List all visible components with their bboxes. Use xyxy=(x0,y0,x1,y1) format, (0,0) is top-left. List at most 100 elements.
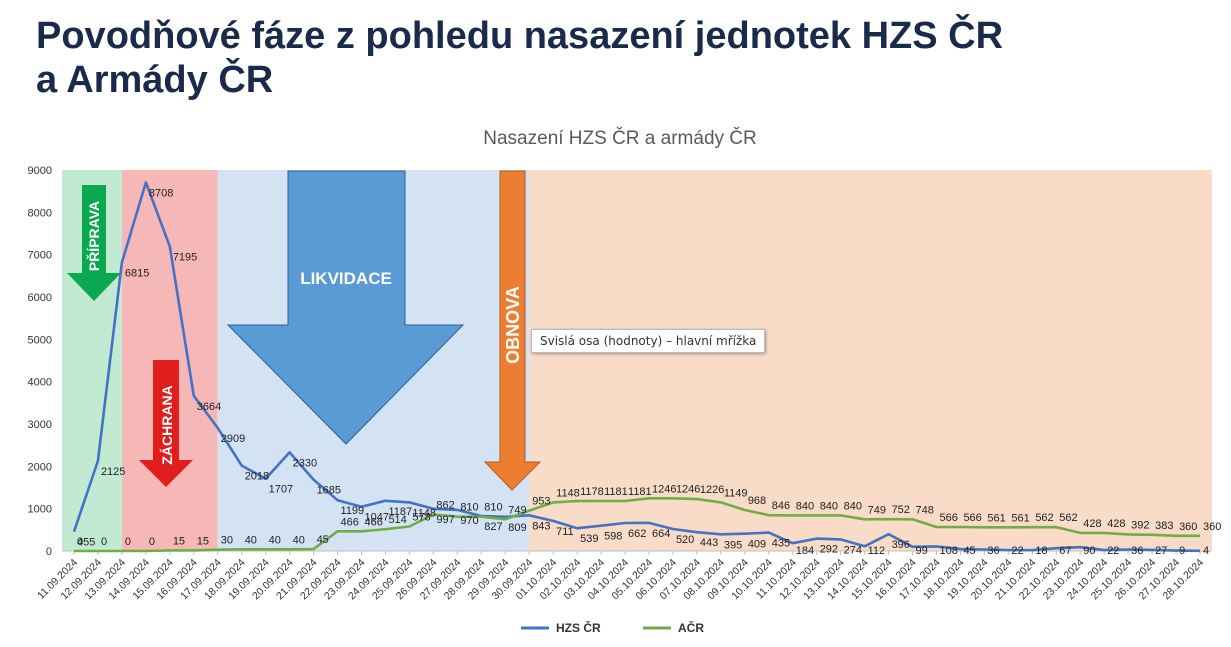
data-label-acr: 1181 xyxy=(628,486,652,498)
data-label-acr: 810 xyxy=(460,502,478,514)
data-label-acr: 1181 xyxy=(604,486,628,498)
data-label-hzs: 274 xyxy=(844,544,862,556)
data-label-acr: 1246 xyxy=(652,483,676,495)
priprava-label: PŘÍPRAVA xyxy=(85,201,102,271)
data-label-hzs: 1685 xyxy=(317,485,341,497)
data-label-acr: 748 xyxy=(916,504,934,516)
data-label-acr: 1149 xyxy=(724,487,748,499)
y-axis: 0 1000 2000 3000 4000 5000 6000 7000 8000 9000 xyxy=(28,165,52,558)
data-label-acr: 40 xyxy=(269,534,281,546)
data-label-hzs: 409 xyxy=(748,539,766,551)
zachrana-label: ZÁCHRANA xyxy=(159,385,175,464)
data-label-hzs: 99 xyxy=(916,545,928,557)
data-label-acr: 968 xyxy=(748,495,766,507)
data-label-hzs: 395 xyxy=(724,539,742,551)
data-label-acr: 40 xyxy=(293,534,305,546)
data-label-acr: 383 xyxy=(1155,520,1173,532)
series-line-hzs xyxy=(72,181,1201,553)
data-label-acr: 45 xyxy=(317,534,329,546)
priprava-arrow xyxy=(67,185,121,301)
data-label-hzs: 2909 xyxy=(221,433,245,445)
y-tick-label: 1000 xyxy=(28,504,52,516)
data-label-hzs: 3664 xyxy=(197,401,221,413)
series-line-acr xyxy=(74,496,1200,553)
data-label-hzs: 1707 xyxy=(269,484,293,496)
data-label-acr: 0 xyxy=(77,536,83,548)
data-label-acr: 1148 xyxy=(556,487,580,499)
data-label-acr: 428 xyxy=(1107,518,1125,530)
data-label-hzs: 45 xyxy=(963,545,975,557)
likvidace-label: LIKVIDACE xyxy=(300,269,392,288)
data-label-hzs: 90 xyxy=(1083,545,1095,557)
chart-title: Nasazení HZS ČR a armády ČR xyxy=(483,127,756,149)
y-tick-label: 6000 xyxy=(28,292,52,304)
phase-background-obnova xyxy=(529,170,1212,551)
data-label-acr: 514 xyxy=(388,514,406,526)
data-label-acr: 562 xyxy=(1059,512,1077,524)
legend-label-hzs: HZS ČR xyxy=(556,620,601,635)
x-axis: 11.09.202412.09.202413.09.202414.09.2024… xyxy=(35,551,1206,602)
y-tick-label: 3000 xyxy=(28,419,52,431)
y-tick-label: 7000 xyxy=(28,250,52,262)
data-label-acr: 749 xyxy=(508,504,526,516)
data-label-hzs: 1148 xyxy=(412,507,436,519)
data-label-acr: 846 xyxy=(772,500,790,512)
y-tick-label: 9000 xyxy=(28,165,52,177)
slide-title-line-2: a Armády ČR xyxy=(36,59,274,101)
data-label-acr: 392 xyxy=(1131,519,1149,531)
data-label-hzs: 662 xyxy=(628,528,646,540)
data-label-hzs: 9 xyxy=(1179,545,1185,557)
data-label-acr: 561 xyxy=(987,512,1005,524)
data-label-hzs: 36 xyxy=(1131,545,1143,557)
data-label-hzs: 843 xyxy=(532,520,550,532)
data-label-acr: 428 xyxy=(1083,518,1101,530)
data-label-hzs: 2018 xyxy=(245,471,269,483)
data-label-hzs: 443 xyxy=(700,537,718,549)
data-label-acr: 466 xyxy=(364,516,382,528)
data-label-acr: 40 xyxy=(245,534,257,546)
data-label-acr: 566 xyxy=(939,512,957,524)
data-label-acr: 15 xyxy=(173,535,185,547)
data-label-hzs: 67 xyxy=(1059,545,1071,557)
data-label-hzs: 1047 xyxy=(364,512,388,524)
data-label-hzs: 1187 xyxy=(388,506,412,518)
axis-tooltip: Svislá osa (hodnoty) – hlavní mřížka xyxy=(531,329,766,353)
data-label-acr: 810 xyxy=(484,502,502,514)
data-label-hzs: 108 xyxy=(939,545,957,557)
zachrana-arrow xyxy=(139,360,193,487)
data-label-acr: 578 xyxy=(412,512,430,524)
data-label-acr: 466 xyxy=(341,516,359,528)
data-label-acr: 566 xyxy=(963,512,981,524)
data-label-hzs: 2125 xyxy=(101,466,125,478)
legend: HZS ČR AČR xyxy=(521,620,704,635)
data-label-hzs: 435 xyxy=(772,538,790,550)
data-label-hzs: 27 xyxy=(1155,545,1167,557)
data-label-acr: 840 xyxy=(796,500,814,512)
data-label-hzs: 112 xyxy=(868,545,886,557)
data-label-hzs: 809 xyxy=(508,522,526,534)
data-label-hzs: 455 xyxy=(77,537,95,549)
y-tick-label: 4000 xyxy=(28,377,52,389)
obnova-arrow xyxy=(483,170,542,491)
y-tick-label: 0 xyxy=(46,546,52,558)
y-tick-label: 5000 xyxy=(28,334,52,346)
data-label-acr: 561 xyxy=(1011,512,1029,524)
data-label-hzs: 4 xyxy=(1203,545,1209,557)
data-label-acr: 862 xyxy=(436,500,454,512)
data-label-hzs: 22 xyxy=(1107,545,1119,557)
slide-title-line-1: Povodňové fáze z pohledu nasazení jednot… xyxy=(36,15,1004,57)
data-label-hzs: 997 xyxy=(436,514,454,526)
data-label-acr: 30 xyxy=(221,535,233,547)
data-label-hzs: 827 xyxy=(484,521,502,533)
data-label-hzs: 970 xyxy=(460,515,478,527)
data-label-hzs: 598 xyxy=(604,531,622,543)
data-label-hzs: 22 xyxy=(1011,545,1023,557)
data-label-hzs: 8708 xyxy=(149,187,173,199)
data-label-hzs: 6815 xyxy=(125,267,149,279)
data-label-hzs: 18 xyxy=(1035,545,1047,557)
slide-title: Povodňové fáze z pohledu nasazení jednot… xyxy=(36,14,1003,102)
data-label-acr: 360 xyxy=(1179,521,1197,533)
